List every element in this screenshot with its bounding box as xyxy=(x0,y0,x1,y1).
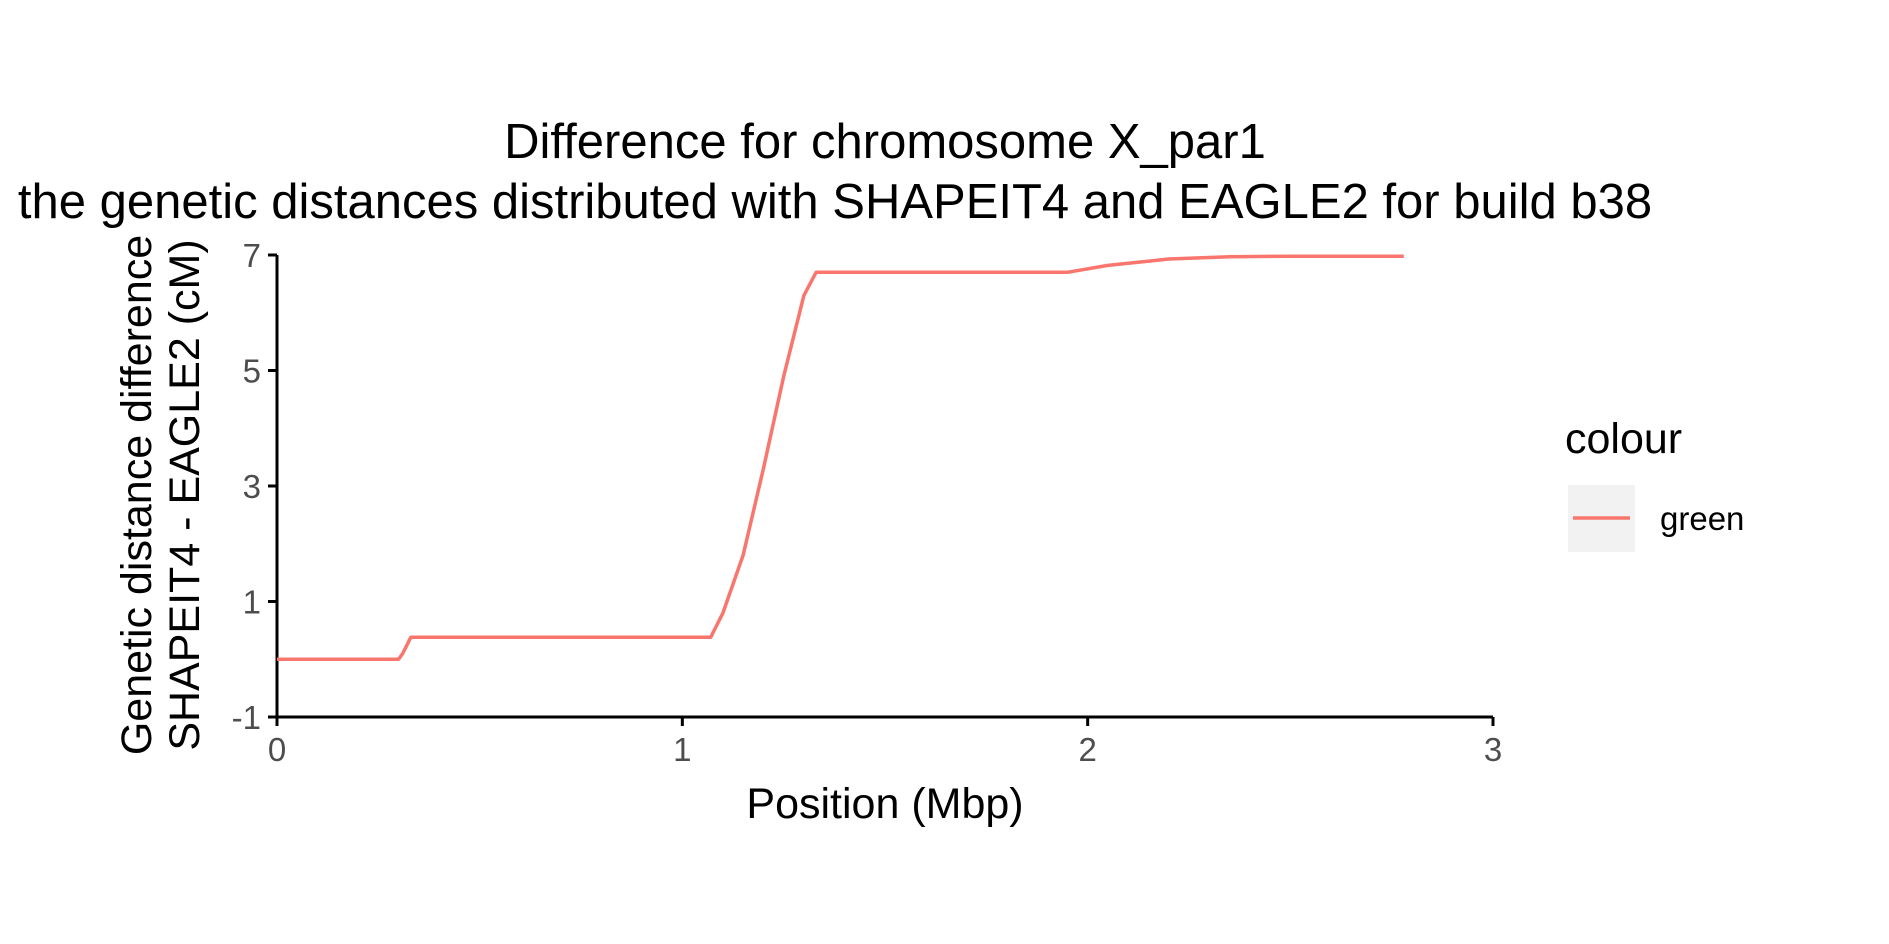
legend-title: colour xyxy=(1565,415,1682,463)
y-axis-title: Genetic distance difference SHAPEIT4 - E… xyxy=(113,235,209,755)
chart-title: Difference for chromosome X_par1 xyxy=(504,115,1266,169)
x-tick-label: 2 xyxy=(1078,731,1096,768)
y-tick-label: -1 xyxy=(232,699,261,736)
x-ticks: 0 1 2 3 xyxy=(268,717,1502,768)
y-tick-label: 7 xyxy=(243,237,261,274)
series-layer xyxy=(277,254,1404,662)
series-line xyxy=(277,254,1404,662)
y-ticks: -1 1 3 5 7 xyxy=(232,237,277,736)
y-tick-label: 1 xyxy=(243,584,261,621)
y-tick-label: 3 xyxy=(243,468,261,505)
y-tick-label: 5 xyxy=(243,353,261,390)
y-axis-title-line-2: SHAPEIT4 - EAGLE2 (cM) xyxy=(161,239,209,750)
legend: colour green xyxy=(1565,415,1744,552)
chart-subtitle: the genetic distances distributed with S… xyxy=(18,175,1652,229)
y-axis-title-line-1: Genetic distance difference xyxy=(113,235,161,755)
x-axis-title: Position (Mbp) xyxy=(746,780,1023,828)
x-tick-label: 3 xyxy=(1484,731,1502,768)
x-tick-label: 0 xyxy=(268,731,286,768)
legend-label: green xyxy=(1660,500,1744,537)
x-tick-label: 1 xyxy=(673,731,691,768)
